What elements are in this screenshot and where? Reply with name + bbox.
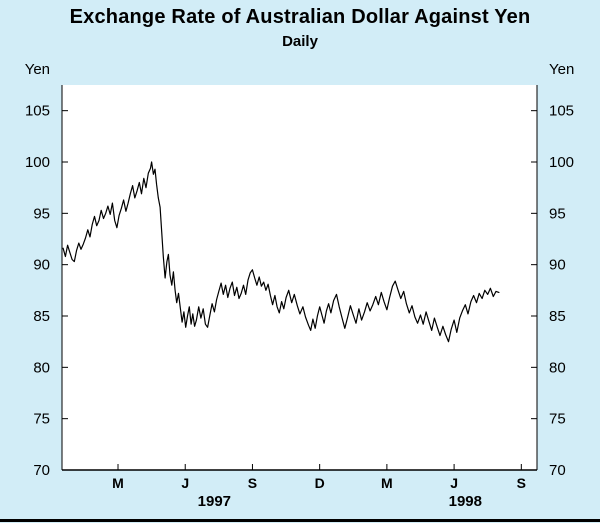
x-axis-year-label: 1997	[198, 493, 231, 510]
x-axis-month-label: J	[181, 475, 189, 491]
y-axis-unit-left: Yen	[24, 61, 50, 78]
x-axis-year-label: 1998	[449, 493, 482, 510]
y-axis-label-left: 95	[33, 205, 50, 222]
y-axis-label-right: 80	[549, 359, 566, 376]
y-axis-label-right: 95	[549, 205, 566, 222]
y-axis-label-left: 75	[33, 411, 50, 428]
series-line	[62, 161, 500, 343]
x-axis-month-label: S	[248, 475, 257, 491]
y-axis-label-right: 70	[549, 462, 566, 479]
y-axis-label-left: 85	[33, 308, 50, 325]
bottom-rule-line	[0, 519, 600, 522]
x-axis-month-label: J	[450, 475, 458, 491]
x-axis-month-label: S	[517, 475, 526, 491]
y-axis-label-right: 100	[549, 154, 574, 171]
x-axis-month-label: D	[315, 475, 325, 491]
y-axis-label-left: 90	[33, 257, 50, 274]
y-axis-label-right: 75	[549, 411, 566, 428]
y-axis-label-right: 90	[549, 257, 566, 274]
y-axis-label-left: 80	[33, 359, 50, 376]
y-axis-label-right: 85	[549, 308, 566, 325]
y-axis-label-left: 105	[25, 103, 50, 120]
chart-subtitle: Daily	[282, 33, 318, 50]
y-axis-label-right: 105	[549, 103, 574, 120]
chart-title: Exchange Rate of Australian Dollar Again…	[69, 6, 531, 28]
plot-area	[62, 85, 537, 470]
y-axis-label-left: 100	[25, 154, 50, 171]
y-axis-unit-right: Yen	[549, 61, 575, 78]
x-axis-month-label: M	[381, 475, 393, 491]
x-axis-month-label: M	[112, 475, 124, 491]
y-axis-label-left: 70	[33, 462, 50, 479]
